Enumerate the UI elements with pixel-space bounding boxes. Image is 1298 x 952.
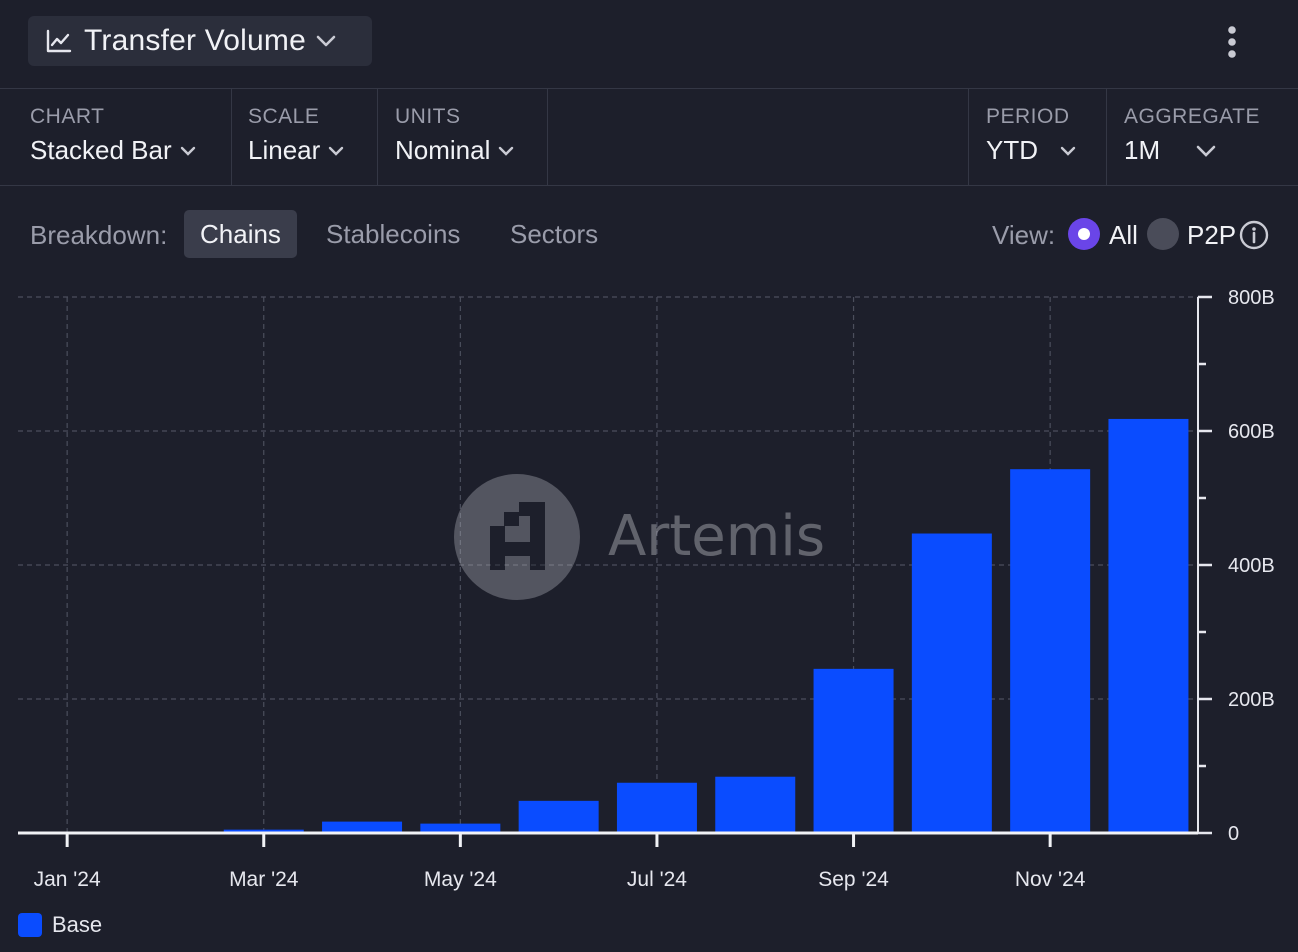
bar-Jul '24[interactable]: [616, 782, 697, 833]
tab-sectors[interactable]: Sectors: [510, 218, 599, 249]
y-tick-label: 600B: [1228, 421, 1275, 443]
x-tick-label: Nov '24: [1015, 868, 1086, 891]
units-select[interactable]: UNITS Nominal: [395, 89, 547, 185]
chevron-down-icon: [180, 146, 195, 156]
bar-Aug '24[interactable]: [715, 776, 796, 833]
chart-controls: CHART Stacked Bar SCALE Linear UNITS Nom…: [0, 89, 1298, 186]
bar-Apr '24[interactable]: [322, 821, 403, 833]
header-bar: Transfer Volume: [0, 0, 1298, 89]
artemis-logo-icon: [490, 502, 545, 570]
legend-item-base[interactable]: Base: [18, 912, 102, 938]
divider: [547, 89, 548, 185]
metric-selector-button[interactable]: Transfer Volume: [28, 16, 372, 66]
y-tick-label: 200B: [1228, 689, 1275, 711]
artemis-watermark: Artemis: [454, 474, 825, 600]
y-tick-label: 0: [1228, 823, 1239, 845]
divider: [1106, 89, 1107, 185]
divider: [231, 89, 232, 185]
tab-stablecoins[interactable]: Stablecoins: [326, 218, 461, 249]
view-p2p-radio[interactable]: [1147, 218, 1179, 250]
scale-select[interactable]: SCALE Linear: [248, 89, 376, 185]
chart-type-select[interactable]: CHART Stacked Bar: [30, 89, 230, 185]
view-label: View:: [992, 220, 1056, 250]
scale-label: SCALE: [248, 105, 320, 128]
line-chart-icon: [46, 29, 72, 53]
x-tick-label: Jul '24: [627, 868, 687, 891]
aggregate-select[interactable]: AGGREGATE 1M: [1124, 89, 1284, 185]
y-tick-label: 800B: [1228, 287, 1275, 309]
chevron-down-icon: [316, 35, 336, 47]
chevron-down-icon: [1060, 146, 1076, 156]
legend-label: Base: [52, 912, 103, 937]
more-vertical-icon[interactable]: [1220, 24, 1244, 60]
info-icon[interactable]: [1238, 219, 1270, 251]
x-tick-label: Jan '24: [34, 868, 101, 891]
view-all-label[interactable]: All: [1109, 220, 1138, 250]
period-value: YTD: [986, 135, 1038, 165]
watermark-text: Artemis: [608, 504, 825, 569]
period-select[interactable]: PERIOD YTD: [986, 89, 1106, 185]
chevron-down-icon: [329, 146, 344, 156]
chevron-down-icon: [1196, 145, 1216, 157]
aggregate-label: AGGREGATE: [1124, 105, 1260, 128]
y-tick-label: 400B: [1228, 555, 1275, 577]
chevron-down-icon: [499, 146, 514, 156]
bar-Dec '24[interactable]: [1108, 418, 1189, 833]
bar-Oct '24[interactable]: [911, 533, 992, 833]
legend-swatch: [18, 913, 42, 937]
bar-Jun '24[interactable]: [518, 800, 599, 833]
aggregate-value: 1M: [1124, 135, 1161, 165]
page-title: Transfer Volume: [84, 24, 306, 57]
chart-type-label: CHART: [30, 105, 105, 128]
bar-Nov '24[interactable]: [1010, 469, 1091, 833]
units-label: UNITS: [395, 105, 461, 128]
divider: [968, 89, 969, 185]
x-tick-label: Mar '24: [229, 868, 299, 891]
x-tick-label: Sep '24: [818, 868, 889, 891]
units-value: Nominal: [395, 135, 491, 165]
bar-Sep '24[interactable]: [813, 668, 894, 833]
transfer-volume-chart: Artemis 0 200B 400B 600B 800B Jan '24 Mar '24 M…: [18, 287, 1275, 891]
divider: [377, 89, 378, 185]
bar-Mar '24[interactable]: [223, 829, 304, 833]
breakdown-label: Breakdown:: [30, 220, 168, 250]
tab-chains[interactable]: Chains: [184, 210, 297, 258]
view-p2p-label[interactable]: P2P: [1187, 220, 1237, 250]
scale-value: Linear: [248, 135, 321, 165]
bar-May '24[interactable]: [420, 823, 501, 833]
view-all-radio[interactable]: [1068, 218, 1100, 250]
x-tick-label: May '24: [424, 868, 497, 891]
period-label: PERIOD: [986, 105, 1070, 128]
chart-type-value: Stacked Bar: [30, 135, 172, 165]
